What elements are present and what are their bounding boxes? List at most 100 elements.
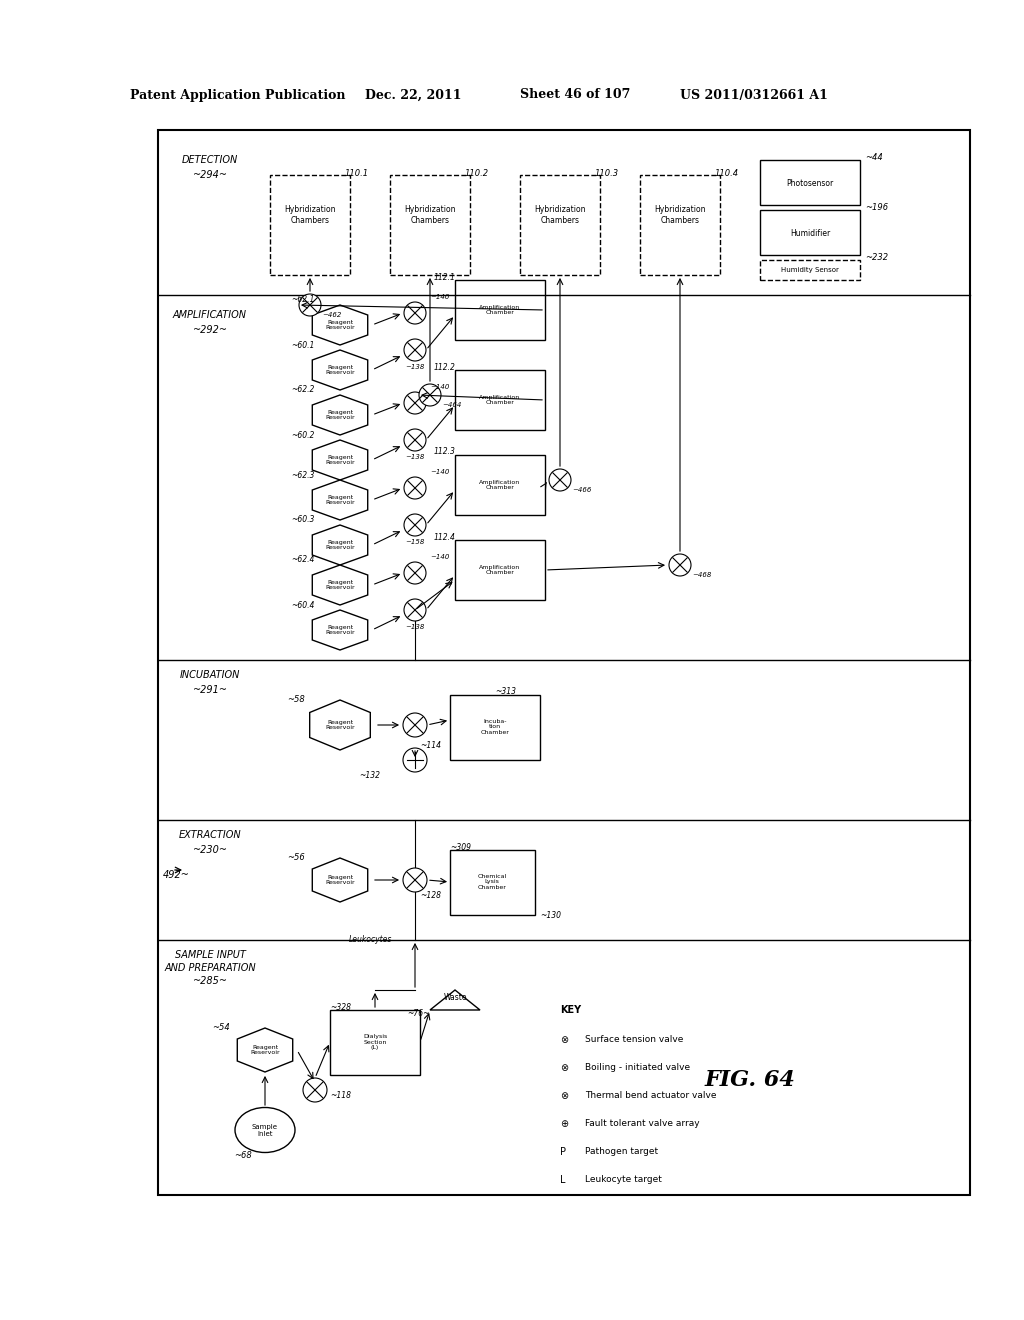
Bar [640, 176, 720, 275]
Text: ~140: ~140 [430, 294, 450, 300]
Text: Reagent
Reservoir: Reagent Reservoir [326, 579, 354, 590]
Text: ⊕: ⊕ [560, 1119, 568, 1129]
Circle shape [404, 429, 426, 451]
Text: 110.4: 110.4 [715, 169, 739, 177]
Bar [330, 1010, 420, 1074]
Circle shape [299, 294, 321, 315]
Bar [455, 280, 545, 341]
Polygon shape [312, 350, 368, 389]
Polygon shape [430, 990, 480, 1010]
Text: ~313: ~313 [495, 688, 516, 697]
Circle shape [404, 513, 426, 536]
Bar [455, 540, 545, 601]
Circle shape [404, 339, 426, 360]
Text: ~309: ~309 [450, 842, 471, 851]
Text: Incuba-
tion
Chamber: Incuba- tion Chamber [480, 718, 509, 735]
Text: Leukocyte target: Leukocyte target [585, 1176, 662, 1184]
Text: ~54: ~54 [212, 1023, 230, 1032]
Text: ~138: ~138 [406, 454, 425, 459]
Text: Reagent
Reservoir: Reagent Reservoir [326, 319, 354, 330]
Text: ~464: ~464 [442, 403, 462, 408]
Text: ~62.2: ~62.2 [292, 385, 315, 395]
Bar [390, 176, 470, 275]
Text: 110.1: 110.1 [345, 169, 369, 177]
Text: Waste: Waste [443, 993, 467, 1002]
Text: ~138: ~138 [406, 624, 425, 630]
Polygon shape [309, 700, 371, 750]
Text: ~60.2: ~60.2 [292, 430, 315, 440]
Circle shape [419, 384, 441, 407]
Text: ~60.4: ~60.4 [292, 601, 315, 610]
Text: DETECTION: DETECTION [182, 154, 239, 165]
Polygon shape [238, 1028, 293, 1072]
Circle shape [669, 554, 691, 576]
Text: ~462: ~462 [322, 312, 341, 318]
Text: Amplification
Chamber: Amplification Chamber [479, 565, 520, 576]
Text: Hybridization
Chambers: Hybridization Chambers [535, 206, 586, 224]
Text: ~138: ~138 [406, 364, 425, 370]
Text: ~196: ~196 [865, 203, 888, 213]
Text: INCUBATION: INCUBATION [180, 671, 241, 680]
Circle shape [403, 869, 427, 892]
Text: Reagent
Reservoir: Reagent Reservoir [326, 364, 354, 375]
Text: Reagent
Reservoir: Reagent Reservoir [326, 409, 354, 420]
Text: Amplification
Chamber: Amplification Chamber [479, 305, 520, 315]
Text: ~285~: ~285~ [193, 975, 227, 986]
Text: Hybridization
Chambers: Hybridization Chambers [285, 206, 336, 224]
Text: 110.2: 110.2 [465, 169, 489, 177]
Bar [450, 850, 535, 915]
Text: ~140: ~140 [430, 554, 450, 560]
Bar [270, 176, 350, 275]
Text: Fault tolerant valve array: Fault tolerant valve array [585, 1119, 699, 1129]
Text: ~68: ~68 [234, 1151, 252, 1159]
Text: Patent Application Publication: Patent Application Publication [130, 88, 345, 102]
Text: US 2011/0312661 A1: US 2011/0312661 A1 [680, 88, 827, 102]
Polygon shape [312, 480, 368, 520]
Text: 112.1: 112.1 [433, 272, 455, 281]
Bar [455, 455, 545, 515]
Text: 110.3: 110.3 [595, 169, 620, 177]
Text: Reagent
Reservoir: Reagent Reservoir [326, 875, 354, 886]
Text: 112.2: 112.2 [433, 363, 455, 371]
Text: P: P [560, 1147, 566, 1158]
Text: ~62.3: ~62.3 [292, 470, 315, 479]
Text: ~158: ~158 [406, 539, 425, 545]
Circle shape [404, 392, 426, 414]
Text: Reagent
Reservoir: Reagent Reservoir [326, 719, 354, 730]
Text: Leukocytes: Leukocytes [348, 936, 392, 945]
Text: 492~: 492~ [163, 870, 189, 880]
Text: ~62.1: ~62.1 [292, 296, 315, 305]
Text: Dialysis
Section
(L): Dialysis Section (L) [362, 1034, 387, 1051]
Text: ~468: ~468 [692, 572, 712, 578]
Text: Photosensor: Photosensor [786, 178, 834, 187]
Circle shape [404, 599, 426, 620]
Text: ~128: ~128 [420, 891, 441, 899]
Text: ~140: ~140 [430, 469, 450, 475]
Text: Reagent
Reservoir: Reagent Reservoir [326, 624, 354, 635]
Bar [760, 210, 860, 255]
Text: Hybridization
Chambers: Hybridization Chambers [404, 206, 456, 224]
Text: ~132: ~132 [359, 771, 380, 780]
Text: ~232: ~232 [865, 253, 888, 263]
Bar [158, 129, 970, 1195]
Circle shape [404, 562, 426, 583]
Text: Amplification
Chamber: Amplification Chamber [479, 395, 520, 405]
Text: Dec. 22, 2011: Dec. 22, 2011 [365, 88, 462, 102]
Bar [455, 370, 545, 430]
Text: SAMPLE INPUT: SAMPLE INPUT [174, 950, 246, 960]
Text: Humidifier: Humidifier [790, 228, 830, 238]
Text: Humidity Sensor: Humidity Sensor [781, 267, 839, 273]
Text: Reagent
Reservoir: Reagent Reservoir [326, 540, 354, 550]
Circle shape [549, 469, 571, 491]
Text: 112.3: 112.3 [433, 447, 455, 457]
Text: ~230~: ~230~ [193, 845, 227, 855]
Text: Reagent
Reservoir: Reagent Reservoir [326, 495, 354, 506]
Circle shape [403, 748, 427, 772]
Text: Sample
Inlet: Sample Inlet [252, 1123, 278, 1137]
Polygon shape [312, 440, 368, 480]
Text: Pathogen target: Pathogen target [585, 1147, 658, 1156]
Circle shape [303, 1078, 327, 1102]
Text: ~44: ~44 [865, 153, 883, 162]
Text: ~118: ~118 [330, 1090, 351, 1100]
Text: Hybridization
Chambers: Hybridization Chambers [654, 206, 706, 224]
